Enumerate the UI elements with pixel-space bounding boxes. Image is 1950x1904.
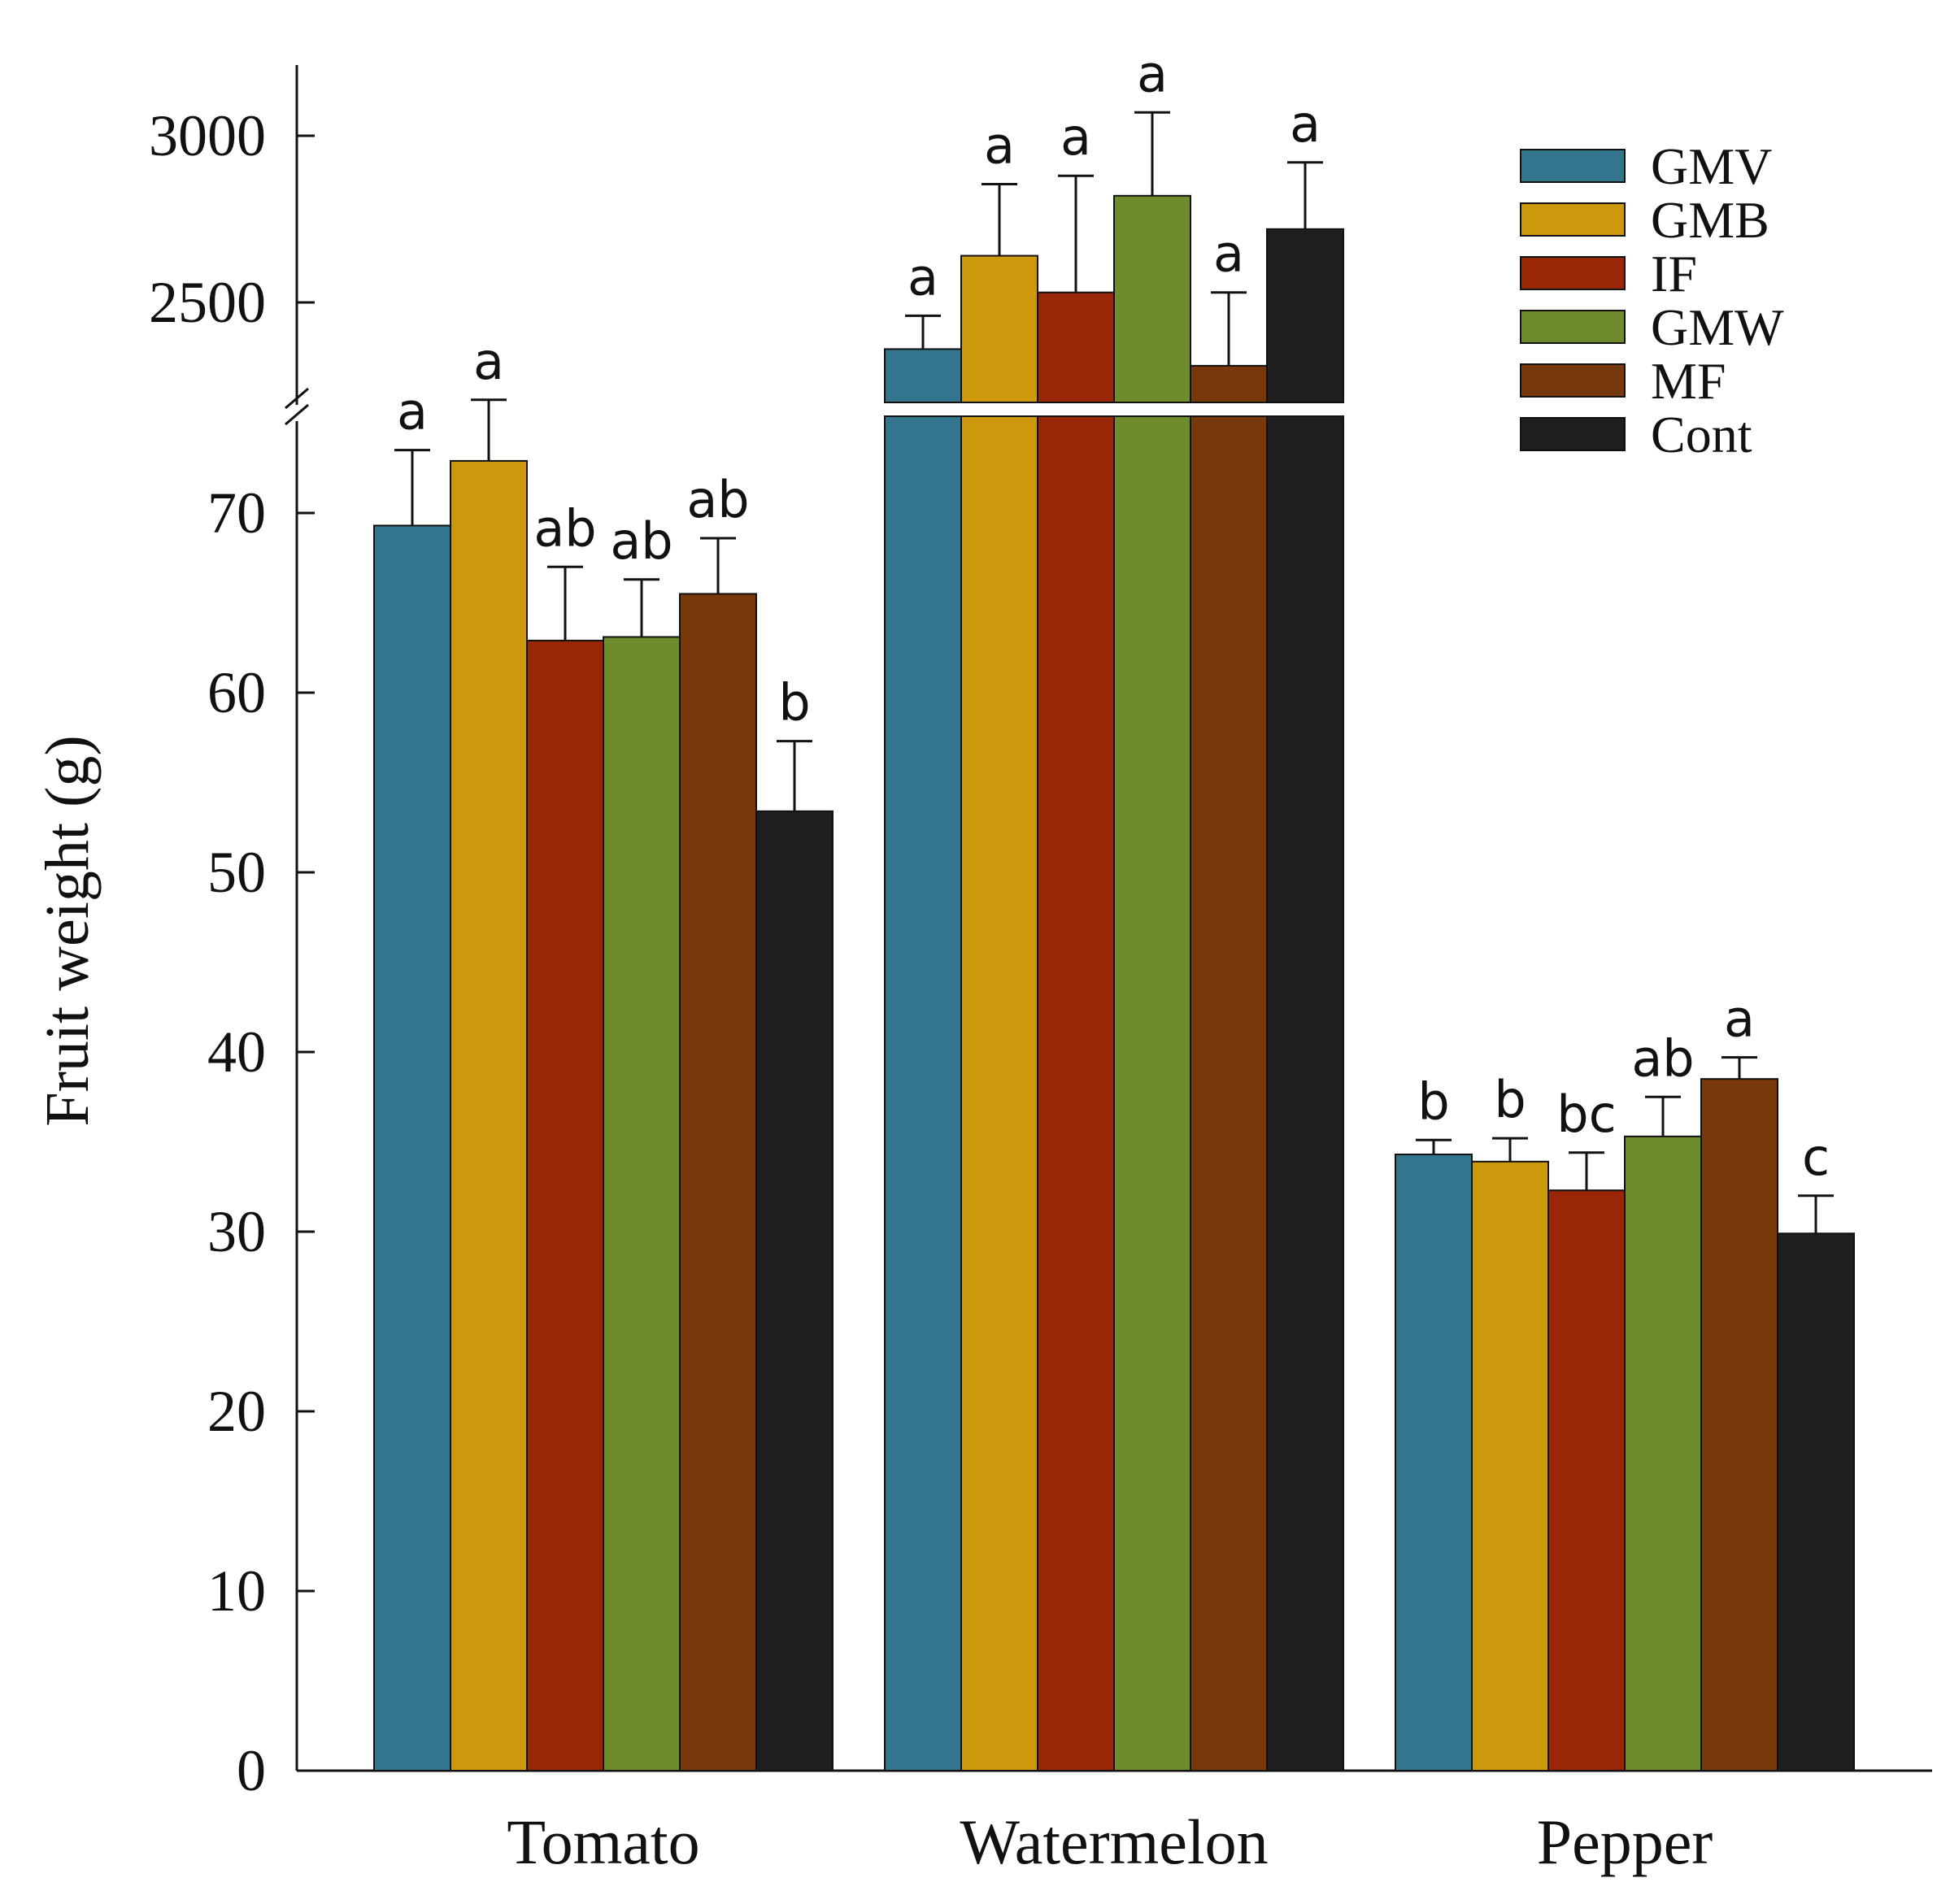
significance-letter: ab	[610, 511, 672, 571]
legend-label-cont: Cont	[1651, 406, 1752, 463]
significance-letter: bc	[1556, 1085, 1616, 1144]
significance-letter: ab	[1631, 1028, 1694, 1088]
bar-watermelon-mf-lower	[1190, 415, 1268, 1771]
significance-letter: a	[473, 332, 504, 391]
bar-watermelon-cont-upper	[1266, 228, 1344, 403]
significance-letter: ab	[686, 470, 749, 529]
significance-letter: c	[1802, 1128, 1830, 1187]
y-tick-label: 30	[207, 1199, 266, 1264]
legend-swatch-gmv	[1520, 149, 1626, 183]
bar-watermelon-if-lower	[1037, 415, 1115, 1771]
bar-pepper-mf	[1700, 1078, 1778, 1771]
bar-watermelon-if-upper	[1037, 291, 1115, 404]
bar-tomato-gmv	[373, 524, 451, 1771]
y-tick-label: 70	[207, 480, 266, 546]
legend-swatch-gmw	[1520, 310, 1626, 344]
legend-swatch-cont	[1520, 417, 1626, 451]
y-tick-label: 60	[207, 660, 266, 725]
legend-swatch-gmb	[1520, 202, 1626, 237]
y-tick-label: 20	[207, 1379, 266, 1444]
bar-watermelon-gmw-lower	[1113, 415, 1191, 1771]
y-tick-label: 0	[237, 1738, 266, 1803]
category-label-pepper: Pepper	[1537, 1806, 1713, 1877]
significance-letter: a	[1724, 989, 1755, 1049]
legend-swatch-if	[1520, 256, 1626, 290]
bar-pepper-cont	[1777, 1232, 1855, 1771]
bar-watermelon-gmv-upper	[884, 348, 962, 403]
bar-pepper-gmv	[1395, 1153, 1473, 1771]
bar-tomato-gmw	[603, 636, 681, 1771]
y-tick-label: 2500	[149, 270, 266, 335]
legend-label-gmw: GMW	[1651, 298, 1784, 356]
bar-pepper-gmb	[1471, 1160, 1549, 1772]
significance-letter: ab	[533, 498, 596, 558]
significance-letter: b	[1417, 1072, 1449, 1131]
bar-watermelon-gmb-lower	[960, 415, 1038, 1771]
legend-label-if: IF	[1651, 245, 1697, 302]
y-tick-label: 40	[207, 1019, 266, 1085]
significance-letter: a	[397, 382, 428, 441]
bar-tomato-mf	[679, 593, 757, 1772]
lower-axis-panel: 0 10 20 30 40 50 60 70	[207, 421, 1932, 1803]
y-tick-label: 10	[207, 1558, 266, 1624]
significance-letter: a	[1137, 44, 1168, 103]
significance-letter: a	[1290, 94, 1321, 154]
bar-pepper-if	[1547, 1189, 1626, 1772]
upper-axis-panel: 2500 3000	[149, 65, 315, 426]
category-label-watermelon: Watermelon	[960, 1806, 1268, 1877]
legend-label-gmv: GMV	[1651, 137, 1772, 195]
bar-tomato-cont	[755, 810, 834, 1771]
legend-swatch-mf	[1520, 363, 1626, 398]
bar-watermelon-gmw-upper	[1113, 194, 1191, 403]
category-label-tomato: Tomato	[507, 1806, 699, 1877]
significance-letter: a	[1060, 107, 1091, 167]
significance-letter: a	[984, 115, 1015, 175]
bar-pepper-gmw	[1624, 1135, 1702, 1771]
significance-letter: a	[1213, 224, 1244, 284]
axis-break-mark	[285, 403, 309, 426]
significance-letter: a	[908, 247, 938, 306]
bar-watermelon-cont-lower	[1266, 415, 1344, 1771]
bar-watermelon-mf-upper	[1190, 364, 1268, 403]
bar-tomato-if	[526, 639, 604, 1771]
bar-watermelon-gmv-lower	[884, 415, 962, 1771]
axis-break-mark	[285, 387, 309, 410]
error-bars-layer	[394, 111, 1834, 1234]
significance-letter: b	[778, 673, 810, 732]
bar-watermelon-gmb-upper	[960, 254, 1038, 403]
legend-label-gmb: GMB	[1651, 191, 1769, 249]
bars-layer	[373, 194, 1855, 1772]
axis-break-gap	[881, 404, 1347, 415]
bar-tomato-gmb	[450, 459, 528, 1771]
category-labels: Tomato Watermelon Pepper	[507, 1806, 1713, 1877]
significance-letter: b	[1494, 1070, 1526, 1129]
y-axis-label: Fruit weight (g)	[33, 735, 102, 1126]
y-tick-label: 50	[207, 840, 266, 905]
y-tick-label: 3000	[149, 103, 266, 168]
legend-label-mf: MF	[1651, 352, 1726, 410]
